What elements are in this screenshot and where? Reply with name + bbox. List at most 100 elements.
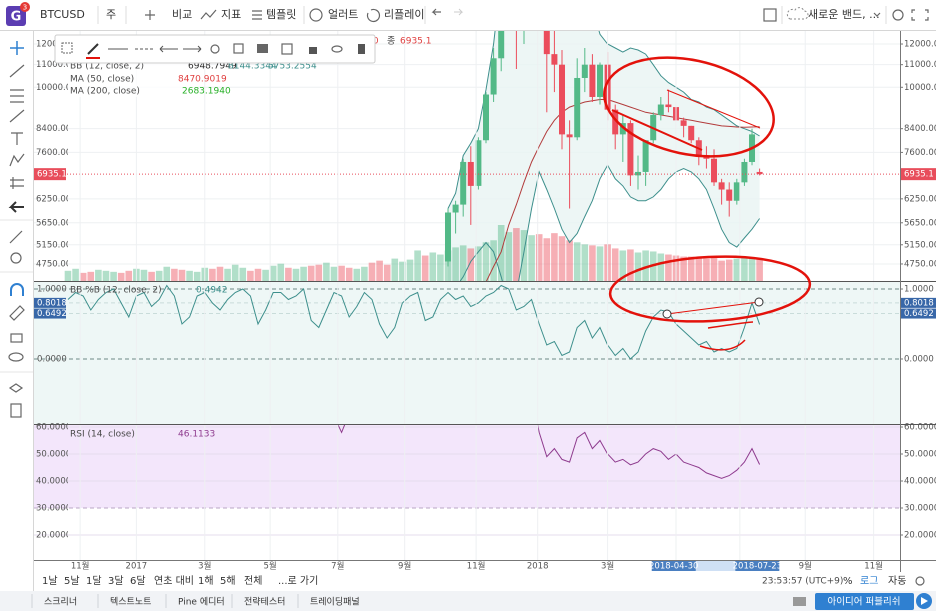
- fib-tool[interactable]: [10, 89, 24, 103]
- range-button[interactable]: 3달: [108, 575, 124, 587]
- volume-bar: [376, 260, 383, 281]
- percent-toggle[interactable]: %: [843, 576, 853, 587]
- tab[interactable]: 트레이딩패널: [310, 597, 360, 608]
- stay-drawing-tool[interactable]: [9, 305, 25, 321]
- bb-fill: [447, 31, 760, 281]
- volume-bar: [421, 255, 429, 281]
- pen-color[interactable]: [87, 43, 99, 55]
- compare-button[interactable]: 비교: [172, 8, 192, 21]
- fullscreen[interactable]: [911, 9, 929, 21]
- pattern-tool[interactable]: [9, 153, 25, 167]
- volume-bar: [307, 265, 315, 281]
- trend-line[interactable]: [666, 301, 760, 315]
- goto-date[interactable]: ...로 가기: [278, 575, 318, 587]
- delete[interactable]: [358, 44, 365, 54]
- tab[interactable]: 전략테스터: [244, 596, 285, 608]
- settings[interactable]: [892, 9, 904, 21]
- candle-body: [597, 64, 604, 97]
- range-button[interactable]: 1해: [198, 574, 214, 587]
- y-tick-label: 20.0000: [904, 530, 936, 540]
- trendline-tool[interactable]: [9, 64, 25, 78]
- candle-body: [559, 64, 566, 135]
- zoom-tool[interactable]: [10, 252, 22, 264]
- volume-bar: [718, 260, 725, 281]
- last-price-label: 6935.1: [904, 170, 934, 180]
- tab[interactable]: 스크리너: [44, 597, 77, 608]
- annotation-ellipse[interactable]: [595, 43, 783, 171]
- volume-bar: [657, 253, 665, 281]
- trend-handle[interactable]: [662, 309, 672, 319]
- visibility-tool[interactable]: [8, 352, 24, 362]
- ruler-tool[interactable]: [9, 230, 23, 244]
- x-tick-label: 11월: [467, 561, 486, 572]
- clone[interactable]: [233, 43, 244, 54]
- publish-button[interactable]: [815, 593, 914, 610]
- range-button[interactable]: 5날: [64, 575, 80, 587]
- right-end[interactable]: [183, 45, 202, 53]
- annotation-stroke[interactable]: [611, 109, 703, 151]
- bb-upper-value: 8144.3344: [228, 62, 277, 72]
- range-button[interactable]: 1달: [86, 575, 102, 587]
- y-tick-label: 30.0000: [904, 503, 936, 513]
- level-box: [901, 297, 936, 308]
- alert-button[interactable]: 얼러트: [328, 7, 358, 21]
- lock[interactable]: [309, 47, 317, 54]
- x-tick-label: 9월: [799, 561, 812, 572]
- prediction-tool[interactable]: [10, 177, 24, 189]
- fill-toggle[interactable]: [257, 44, 268, 53]
- indicator-button[interactable]: 지표: [221, 8, 241, 21]
- line-settings[interactable]: [210, 44, 220, 54]
- interval[interactable]: 주: [106, 8, 116, 21]
- candle-body: [741, 161, 748, 183]
- y-tick-label: 0.6492: [904, 309, 934, 319]
- trend-line[interactable]: [666, 89, 761, 129]
- axis-settings[interactable]: [915, 576, 925, 586]
- toolbar-item[interactable]: [61, 42, 73, 54]
- candle-body: [642, 140, 649, 172]
- tab[interactable]: 텍스트노트: [110, 597, 151, 608]
- range-button[interactable]: 5해: [220, 574, 236, 587]
- hide[interactable]: [331, 45, 343, 53]
- copy[interactable]: [281, 43, 293, 55]
- replay-button[interactable]: 리플레이: [384, 8, 424, 21]
- volume-bar: [186, 270, 193, 281]
- brush-tool[interactable]: [9, 109, 25, 123]
- annotation-ellipse[interactable]: [608, 252, 812, 326]
- redo[interactable]: [454, 8, 464, 16]
- volume-bar: [437, 254, 444, 281]
- symbol[interactable]: BTCUSD: [40, 8, 85, 21]
- layout-name[interactable]: 새로운 밴드, ...: [808, 8, 880, 21]
- range-button[interactable]: 6달: [130, 575, 146, 587]
- range-button[interactable]: 1날: [42, 575, 58, 587]
- layout-dropdown[interactable]: [873, 12, 881, 17]
- range-button[interactable]: 전체: [244, 575, 262, 587]
- text-tool[interactable]: [11, 132, 23, 145]
- ma200-legend: MA (200, close): [70, 87, 140, 97]
- time-highlight: [735, 561, 780, 571]
- magnet-tool[interactable]: [10, 283, 24, 296]
- layers-tool[interactable]: [8, 383, 24, 393]
- tab[interactable]: Pine 에디터: [178, 597, 225, 608]
- percent-b-background: [34, 282, 900, 424]
- left-end[interactable]: [159, 45, 178, 53]
- trash-tool[interactable]: [10, 403, 22, 418]
- template-button[interactable]: 템플릿: [266, 8, 296, 21]
- log-toggle[interactable]: 로그: [860, 576, 878, 587]
- crosshair-tool[interactable]: [10, 41, 24, 55]
- trend-handle[interactable]: [754, 297, 764, 307]
- annotation-stroke[interactable]: [699, 321, 754, 351]
- volume-bar: [64, 270, 72, 281]
- range-button[interactable]: 연초 대비: [154, 575, 194, 587]
- snapshot[interactable]: [793, 597, 806, 606]
- auto-toggle[interactable]: 자동: [888, 575, 906, 587]
- undo[interactable]: [431, 8, 441, 16]
- y-tick-label: 40.0000: [904, 476, 936, 486]
- close-label: 종: [387, 36, 395, 47]
- y-tick-label: 50.0000: [36, 449, 71, 459]
- logo[interactable]: [6, 6, 26, 26]
- percent-b-line: [67, 284, 761, 360]
- back-tool[interactable]: [8, 201, 24, 213]
- lock-tool[interactable]: [10, 333, 23, 343]
- top-toolbar: [0, 0, 936, 30]
- layout-square[interactable]: [763, 8, 777, 22]
